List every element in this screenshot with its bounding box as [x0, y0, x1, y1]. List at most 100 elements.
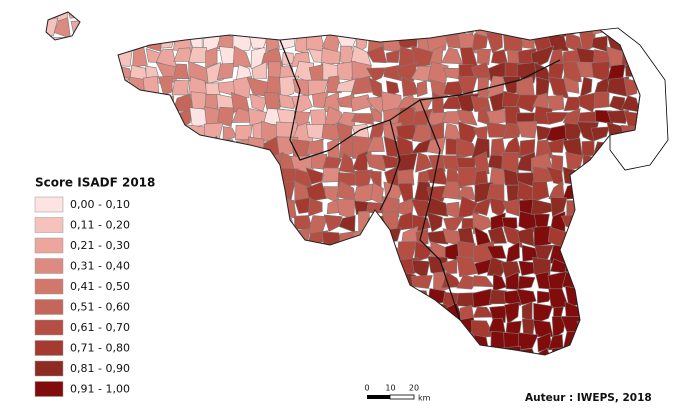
municipality	[580, 182, 594, 203]
province-border	[379, 119, 401, 211]
municipality	[384, 320, 399, 339]
municipality	[575, 12, 600, 21]
municipality	[170, 285, 193, 306]
municipality	[366, 45, 387, 64]
municipality	[263, 91, 281, 110]
municipality	[130, 350, 145, 355]
municipality	[366, 67, 387, 82]
municipality	[172, 318, 191, 336]
municipality	[83, 76, 102, 96]
municipality	[350, 94, 373, 112]
municipality	[427, 61, 449, 85]
municipality	[427, 12, 447, 21]
municipality	[158, 182, 173, 198]
municipality	[414, 17, 428, 35]
scale-unit: km	[418, 394, 431, 403]
municipality	[516, 288, 537, 306]
municipality	[372, 332, 387, 349]
legend-swatch	[34, 299, 64, 315]
municipality	[638, 271, 640, 292]
municipality	[504, 301, 520, 325]
municipality	[175, 170, 192, 187]
municipality	[426, 349, 447, 355]
municipality	[295, 346, 313, 355]
municipality	[203, 258, 223, 277]
municipality	[441, 111, 464, 125]
municipality	[608, 210, 623, 235]
municipality	[310, 286, 326, 307]
municipality	[322, 331, 345, 352]
municipality	[46, 35, 54, 52]
municipality	[233, 165, 251, 183]
municipality	[294, 16, 311, 39]
municipality	[132, 287, 146, 306]
municipality	[580, 302, 600, 323]
municipality	[262, 212, 283, 232]
municipality	[622, 180, 639, 201]
municipality	[140, 302, 164, 324]
municipality	[246, 136, 266, 159]
municipality	[187, 12, 208, 23]
municipality	[385, 49, 400, 63]
municipality	[368, 316, 385, 339]
municipality	[46, 138, 55, 160]
municipality	[251, 245, 266, 261]
municipality	[622, 212, 640, 229]
municipality	[172, 332, 190, 353]
municipality	[486, 245, 507, 259]
municipality	[217, 320, 232, 334]
municipality	[261, 348, 284, 355]
municipality	[353, 260, 369, 276]
municipality	[579, 76, 593, 98]
municipality	[83, 15, 101, 36]
municipality	[305, 167, 324, 185]
municipality	[606, 12, 630, 22]
municipality	[82, 49, 103, 69]
municipality	[264, 195, 284, 220]
municipality	[626, 291, 640, 307]
municipality	[291, 94, 313, 115]
municipality	[175, 128, 194, 139]
municipality	[246, 195, 265, 214]
municipality	[146, 242, 162, 262]
municipality	[248, 230, 267, 247]
municipality	[218, 210, 234, 228]
municipality	[637, 213, 640, 234]
municipality	[174, 137, 191, 159]
municipality	[262, 332, 285, 354]
municipality	[157, 17, 179, 34]
legend-swatch	[34, 278, 64, 295]
municipality	[311, 91, 329, 109]
municipality	[187, 17, 209, 40]
municipality	[460, 12, 478, 24]
municipality	[51, 151, 74, 170]
municipality	[171, 152, 195, 174]
municipality	[46, 76, 56, 99]
municipality	[142, 75, 160, 100]
municipality	[591, 35, 608, 52]
municipality	[383, 347, 404, 355]
municipality	[551, 347, 568, 355]
municipality	[131, 210, 146, 230]
municipality	[126, 20, 147, 34]
legend-label: 0,21 - 0,30	[70, 239, 130, 252]
municipality	[562, 330, 583, 355]
municipality	[98, 48, 118, 66]
municipality	[66, 36, 82, 53]
municipality	[411, 289, 430, 309]
municipality	[232, 182, 253, 205]
municipality	[641, 169, 656, 186]
municipality	[260, 244, 284, 262]
municipality	[191, 270, 204, 293]
municipality	[203, 170, 222, 185]
municipality	[251, 216, 268, 235]
municipality	[577, 229, 596, 246]
municipality	[200, 243, 225, 263]
municipality	[515, 94, 540, 113]
municipality	[370, 301, 390, 320]
municipality	[132, 243, 150, 264]
municipality	[261, 302, 277, 325]
municipality	[232, 270, 252, 294]
municipality	[245, 182, 267, 199]
